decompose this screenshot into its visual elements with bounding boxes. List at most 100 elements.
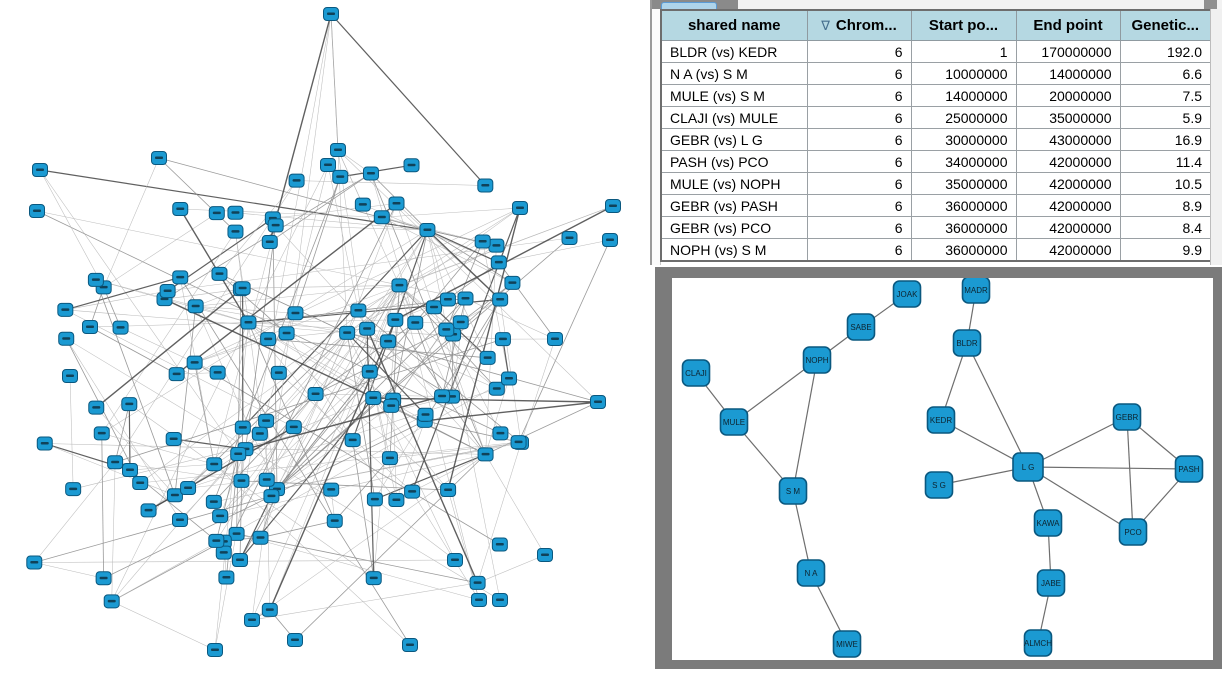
network-node[interactable]: [389, 197, 404, 210]
network-node[interactable]: MULE: [721, 409, 748, 435]
network-node[interactable]: [235, 421, 250, 434]
network-node[interactable]: [470, 576, 485, 589]
network-node[interactable]: [420, 224, 435, 237]
network-node[interactable]: [228, 225, 243, 238]
network-node[interactable]: [113, 321, 128, 334]
network-node[interactable]: PASH: [1176, 456, 1203, 482]
network-node[interactable]: [538, 549, 553, 562]
network-node[interactable]: [173, 271, 188, 284]
network-node[interactable]: [501, 372, 516, 385]
network-node[interactable]: [33, 164, 48, 177]
network-node[interactable]: [216, 546, 231, 559]
network-node[interactable]: [440, 293, 455, 306]
network-node[interactable]: [209, 207, 224, 220]
network-node[interactable]: [366, 572, 381, 585]
network-node[interactable]: [210, 366, 225, 379]
network-node[interactable]: [30, 205, 45, 218]
network-node[interactable]: [288, 307, 303, 320]
network-node[interactable]: [333, 170, 348, 183]
network-node[interactable]: [253, 531, 268, 544]
network-node[interactable]: N A: [798, 560, 825, 586]
network-node[interactable]: [59, 332, 74, 345]
network-node[interactable]: [478, 448, 493, 461]
network-node[interactable]: [188, 300, 203, 313]
network-node[interactable]: [233, 554, 248, 567]
network-node[interactable]: [235, 282, 250, 295]
network-node[interactable]: [388, 313, 403, 326]
network-node[interactable]: [308, 388, 323, 401]
network-node[interactable]: [88, 273, 103, 286]
column-header-0[interactable]: shared name: [661, 10, 807, 41]
network-node[interactable]: [384, 399, 399, 412]
network-node[interactable]: [405, 485, 420, 498]
network-node[interactable]: [513, 202, 528, 215]
network-node[interactable]: [606, 200, 621, 213]
network-node[interactable]: KAWA: [1035, 510, 1062, 536]
network-node[interactable]: [345, 434, 360, 447]
network-node[interactable]: [213, 510, 228, 523]
network-node[interactable]: [441, 483, 456, 496]
network-node[interactable]: [366, 392, 381, 405]
network-node[interactable]: [340, 326, 355, 339]
network-node[interactable]: [58, 303, 73, 316]
network-node[interactable]: [418, 408, 433, 421]
network-node[interactable]: [360, 322, 375, 335]
network-node[interactable]: [324, 8, 339, 21]
network-node[interactable]: [324, 483, 339, 496]
network-node[interactable]: [108, 456, 123, 469]
table-vertical-scrollbar[interactable]: [1210, 9, 1222, 265]
network-node[interactable]: [173, 514, 188, 527]
network-node[interactable]: [548, 333, 563, 346]
network-node[interactable]: [166, 432, 181, 445]
network-node[interactable]: [271, 366, 286, 379]
network-node[interactable]: [234, 474, 249, 487]
network-node[interactable]: [259, 473, 274, 486]
network-node[interactable]: [288, 634, 303, 647]
network-node[interactable]: [480, 351, 495, 364]
network-node[interactable]: JABE: [1038, 570, 1065, 596]
network-node[interactable]: MADR: [963, 278, 990, 303]
network-node[interactable]: [104, 595, 119, 608]
network-node[interactable]: [492, 538, 507, 551]
network-node[interactable]: [206, 495, 221, 508]
network-node[interactable]: [603, 234, 618, 247]
network-node[interactable]: [173, 203, 188, 216]
network-node[interactable]: NOPH: [804, 347, 831, 373]
network-node[interactable]: [392, 279, 407, 292]
network-node[interactable]: L G: [1013, 453, 1043, 481]
network-node[interactable]: [363, 167, 378, 180]
network-node[interactable]: [160, 284, 175, 297]
network-node[interactable]: [264, 490, 279, 503]
network-node[interactable]: [259, 414, 274, 427]
network-node[interactable]: [207, 458, 222, 471]
network-node[interactable]: MIWE: [834, 631, 861, 657]
filter-icon[interactable]: ∇: [821, 18, 830, 33]
network-node[interactable]: KEDR: [928, 407, 955, 433]
network-node[interactable]: [505, 276, 520, 289]
network-node[interactable]: [351, 304, 366, 317]
network-node[interactable]: [262, 236, 277, 249]
network-node[interactable]: S G: [926, 472, 953, 498]
network-node[interactable]: [231, 448, 246, 461]
network-node[interactable]: [427, 301, 442, 314]
network-node[interactable]: [286, 421, 301, 434]
network-node[interactable]: [252, 427, 267, 440]
network-node[interactable]: [241, 316, 256, 329]
network-node[interactable]: PCO: [1120, 519, 1147, 545]
column-header-1[interactable]: ∇Chrom...: [807, 10, 911, 41]
network-node[interactable]: [268, 219, 283, 232]
network-node[interactable]: [374, 211, 389, 224]
network-node[interactable]: [262, 603, 277, 616]
network-node[interactable]: [495, 333, 510, 346]
network-node[interactable]: [66, 483, 81, 496]
network-node[interactable]: [493, 427, 508, 440]
network-node[interactable]: [562, 232, 577, 245]
network-node[interactable]: [475, 235, 490, 248]
network-node[interactable]: [133, 477, 148, 490]
